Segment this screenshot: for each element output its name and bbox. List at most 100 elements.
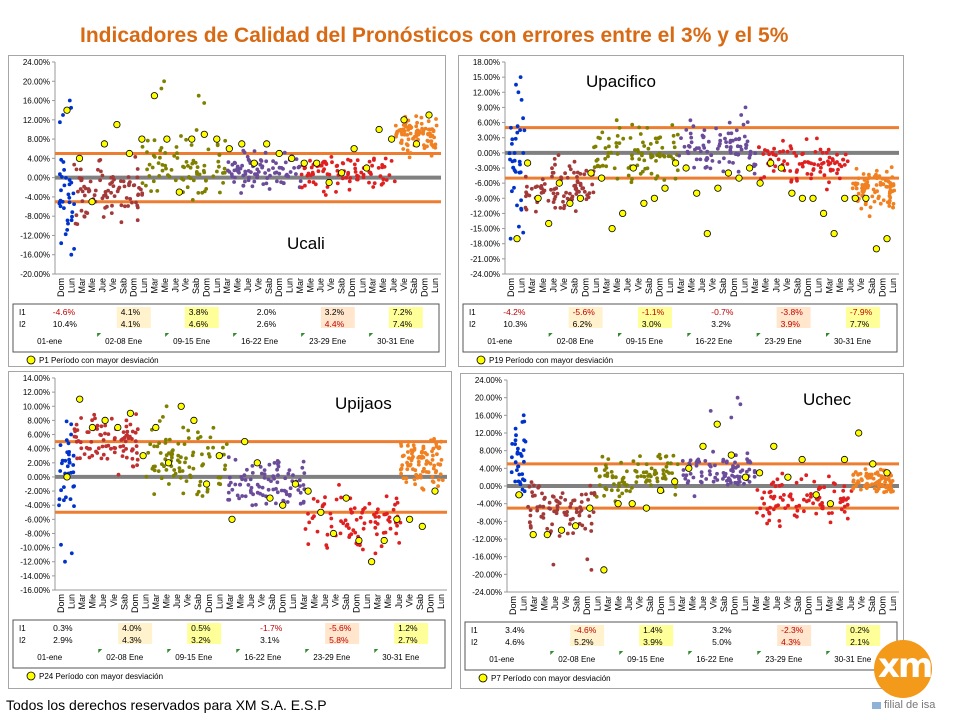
x-tick-label: Lun bbox=[140, 594, 150, 609]
data-point bbox=[884, 485, 888, 490]
data-point bbox=[663, 477, 668, 481]
data-point bbox=[645, 166, 650, 171]
data-point bbox=[804, 137, 809, 141]
data-point bbox=[157, 174, 162, 178]
data-point bbox=[878, 201, 883, 206]
highlight-point bbox=[337, 169, 346, 177]
data-point bbox=[704, 477, 709, 481]
x-tick-label: Lun bbox=[285, 278, 295, 293]
data-point bbox=[549, 187, 553, 192]
y-tick-label: 0.00% bbox=[27, 174, 50, 183]
data-point bbox=[66, 221, 70, 226]
x-tick-label: Dom bbox=[420, 278, 430, 297]
data-point bbox=[603, 486, 608, 491]
data-point bbox=[245, 467, 249, 472]
data-point bbox=[344, 175, 349, 180]
data-point bbox=[865, 180, 870, 185]
data-point bbox=[70, 210, 75, 215]
data-point bbox=[747, 467, 752, 472]
y-tick-label: 3.00% bbox=[477, 134, 500, 143]
indicator-value: -4.6% bbox=[53, 307, 76, 317]
data-point bbox=[744, 469, 749, 474]
data-point bbox=[582, 189, 587, 194]
data-point bbox=[728, 140, 732, 145]
data-point bbox=[514, 433, 518, 438]
data-point bbox=[630, 122, 635, 127]
data-point bbox=[584, 492, 588, 497]
data-point bbox=[568, 517, 573, 522]
data-point bbox=[277, 165, 282, 170]
highlight-point bbox=[840, 455, 849, 464]
data-point bbox=[228, 480, 233, 485]
data-point bbox=[110, 180, 114, 185]
indicator-value: -1.1% bbox=[642, 307, 665, 317]
data-point bbox=[859, 477, 864, 481]
data-point bbox=[341, 161, 346, 166]
data-point bbox=[688, 458, 693, 463]
data-point bbox=[297, 164, 302, 169]
data-point bbox=[302, 471, 307, 475]
data-point bbox=[281, 181, 286, 186]
x-tick-label: Vie bbox=[559, 278, 569, 291]
data-point bbox=[571, 531, 575, 535]
legend-label: P19 Período con mayor desviación bbox=[489, 356, 613, 365]
highlight-point bbox=[586, 504, 594, 512]
data-point bbox=[691, 124, 696, 129]
x-tick-label: Mie bbox=[540, 596, 550, 611]
data-point bbox=[809, 172, 814, 177]
data-point bbox=[66, 192, 71, 197]
data-point bbox=[528, 513, 533, 518]
data-point bbox=[736, 152, 740, 157]
data-point bbox=[682, 144, 687, 149]
data-point bbox=[348, 176, 353, 180]
data-point bbox=[341, 521, 346, 526]
period-label: 01-ene bbox=[37, 337, 62, 346]
data-point bbox=[526, 504, 530, 509]
data-point bbox=[250, 503, 255, 508]
data-point bbox=[78, 167, 83, 172]
data-point bbox=[233, 457, 238, 462]
data-point bbox=[569, 501, 573, 506]
data-point bbox=[320, 504, 325, 509]
data-point bbox=[161, 415, 165, 419]
data-point bbox=[135, 463, 139, 467]
highlight-point bbox=[883, 469, 891, 477]
data-point bbox=[266, 168, 271, 172]
data-point bbox=[96, 167, 100, 172]
data-point bbox=[715, 471, 719, 476]
data-point bbox=[510, 455, 514, 460]
highlight-point bbox=[598, 174, 606, 182]
data-point bbox=[880, 182, 885, 186]
indicator-value: 0.2% bbox=[850, 625, 870, 635]
data-point bbox=[152, 492, 157, 496]
data-point bbox=[568, 167, 573, 172]
data-point bbox=[888, 181, 892, 185]
data-point bbox=[323, 193, 328, 197]
data-point bbox=[315, 529, 320, 534]
data-point bbox=[730, 473, 734, 478]
highlight-point bbox=[431, 487, 439, 495]
data-point bbox=[58, 443, 63, 447]
data-point bbox=[175, 156, 180, 160]
data-point bbox=[298, 484, 302, 488]
data-point bbox=[721, 457, 726, 462]
data-point bbox=[621, 136, 626, 141]
data-point bbox=[84, 210, 88, 215]
data-point bbox=[556, 153, 561, 157]
highlight-point bbox=[555, 179, 563, 187]
x-tick-label: Jue bbox=[388, 278, 398, 293]
data-point bbox=[74, 435, 79, 439]
data-point bbox=[152, 138, 157, 143]
data-point bbox=[362, 521, 367, 526]
highlight-point bbox=[767, 159, 775, 167]
data-point bbox=[775, 477, 780, 482]
data-point bbox=[789, 178, 794, 182]
x-tick-label: Mie bbox=[88, 594, 98, 609]
x-tick-label: Mar bbox=[295, 278, 305, 294]
data-point bbox=[371, 185, 376, 189]
data-point bbox=[622, 482, 627, 487]
x-tick-label: Lun bbox=[357, 278, 367, 293]
data-point bbox=[727, 477, 732, 482]
legend-marker bbox=[476, 355, 486, 365]
data-point bbox=[577, 513, 582, 518]
